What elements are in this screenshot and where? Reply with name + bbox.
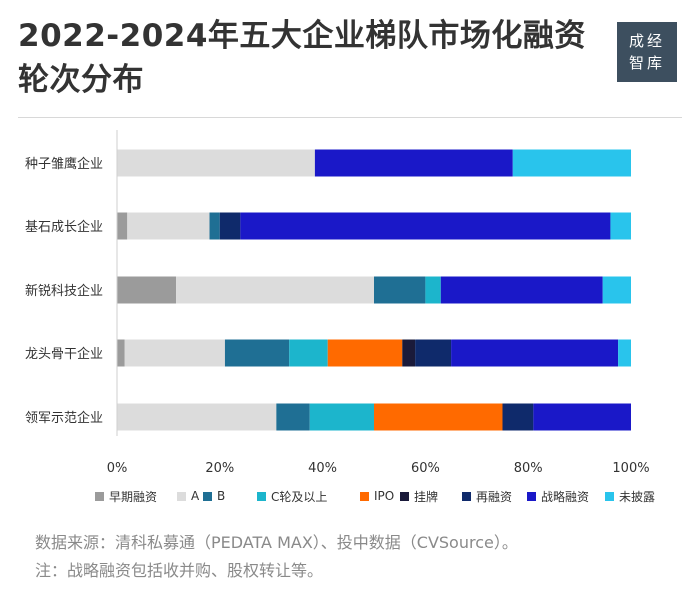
legend-item: B [203, 487, 225, 505]
legend-item: C轮及以上 [257, 487, 327, 505]
bar-segment [415, 339, 452, 367]
legend-swatch [177, 491, 186, 501]
bar-segment [374, 276, 426, 304]
bar-segment [276, 403, 310, 431]
legend-label: 未披露 [619, 489, 656, 504]
bar-segment [117, 149, 315, 177]
legend-item: 挂牌 [400, 487, 438, 505]
category-label: 龙头骨干企业 [25, 346, 103, 362]
category-label: 基石成长企业 [25, 219, 103, 235]
title-divider [18, 117, 682, 118]
legend-label: 再融资 [476, 489, 513, 504]
title-line-1: 2022-2024年五大企业梯队市场化融资 [18, 18, 586, 54]
bar-segment [219, 212, 241, 240]
footnote: 注：战略融资包括收并购、股权转让等。 [35, 561, 324, 580]
category-label: 新锐科技企业 [25, 283, 103, 299]
bar-segment [512, 149, 631, 177]
bar-segment [327, 339, 403, 367]
legend-item: 再融资 [462, 487, 512, 505]
x-tick-label: 60% [411, 461, 440, 476]
x-tick-label: 0% [107, 461, 128, 476]
category-label: 领军示范企业 [25, 410, 103, 426]
bar-segment [374, 403, 503, 431]
legend-item: A [177, 487, 199, 505]
legend-label: A [191, 489, 200, 503]
bar-segment [425, 276, 441, 304]
bar-segment [224, 339, 290, 367]
x-tick-label: 80% [514, 461, 543, 476]
legend-swatch [462, 491, 471, 501]
x-tick-label: 20% [205, 461, 234, 476]
title-line-2: 轮次分布 [18, 62, 144, 98]
chart-title: 2022-2024年五大企业梯队市场化融资 轮次分布 [18, 14, 598, 102]
chart-legend: 早期融资 A B C轮及以上 IPO 挂牌 再融资 战略融资 未披露 [95, 487, 685, 505]
bar-segment [502, 403, 534, 431]
logo-line-1: 成经 [628, 32, 665, 50]
bar-segment [602, 276, 631, 304]
legend-label: IPO [374, 489, 395, 503]
bar-segment [117, 276, 177, 304]
logo-line-2: 智库 [628, 54, 665, 72]
legend-item: 未披露 [605, 487, 655, 505]
legend-label: C轮及以上 [271, 489, 328, 504]
legend-swatch [95, 491, 104, 501]
bar-segment [240, 212, 611, 240]
legend-item: 早期融资 [95, 487, 157, 505]
bar-segment [533, 403, 631, 431]
bar-segment [289, 339, 328, 367]
bar-segment [124, 339, 225, 367]
legend-swatch [527, 491, 536, 501]
brand-logo: 成经 智库 [617, 22, 677, 82]
legend-label: 战略融资 [541, 489, 590, 504]
legend-swatch [203, 491, 212, 501]
legend-label: 挂牌 [414, 489, 439, 504]
bar-segment [618, 339, 631, 367]
bar-segment [209, 212, 220, 240]
bar-segment [314, 149, 513, 177]
bar-segment [440, 276, 603, 304]
bar-segment [117, 212, 128, 240]
x-tick-label: 100% [612, 461, 649, 476]
legend-swatch [360, 491, 369, 501]
bar-segment [610, 212, 631, 240]
bar-segment [309, 403, 374, 431]
bar-segment [117, 403, 277, 431]
legend-item: 战略融资 [527, 487, 589, 505]
bar-segment [176, 276, 374, 304]
x-tick-label: 40% [308, 461, 337, 476]
bar-segment [117, 339, 125, 367]
bar-segment [451, 339, 619, 367]
legend-swatch [257, 491, 266, 501]
bar-segment [402, 339, 416, 367]
legend-label: 早期融资 [109, 489, 158, 504]
category-label: 种子雏鹰企业 [25, 156, 103, 172]
data-source-note: 数据来源：清科私募通（PEDATA MAX）、投中数据（CVSource）。 [35, 533, 518, 552]
legend-label: B [217, 489, 226, 503]
bar-segment [127, 212, 210, 240]
legend-swatch [605, 491, 614, 501]
legend-swatch [400, 491, 409, 501]
legend-item: IPO [360, 487, 394, 505]
